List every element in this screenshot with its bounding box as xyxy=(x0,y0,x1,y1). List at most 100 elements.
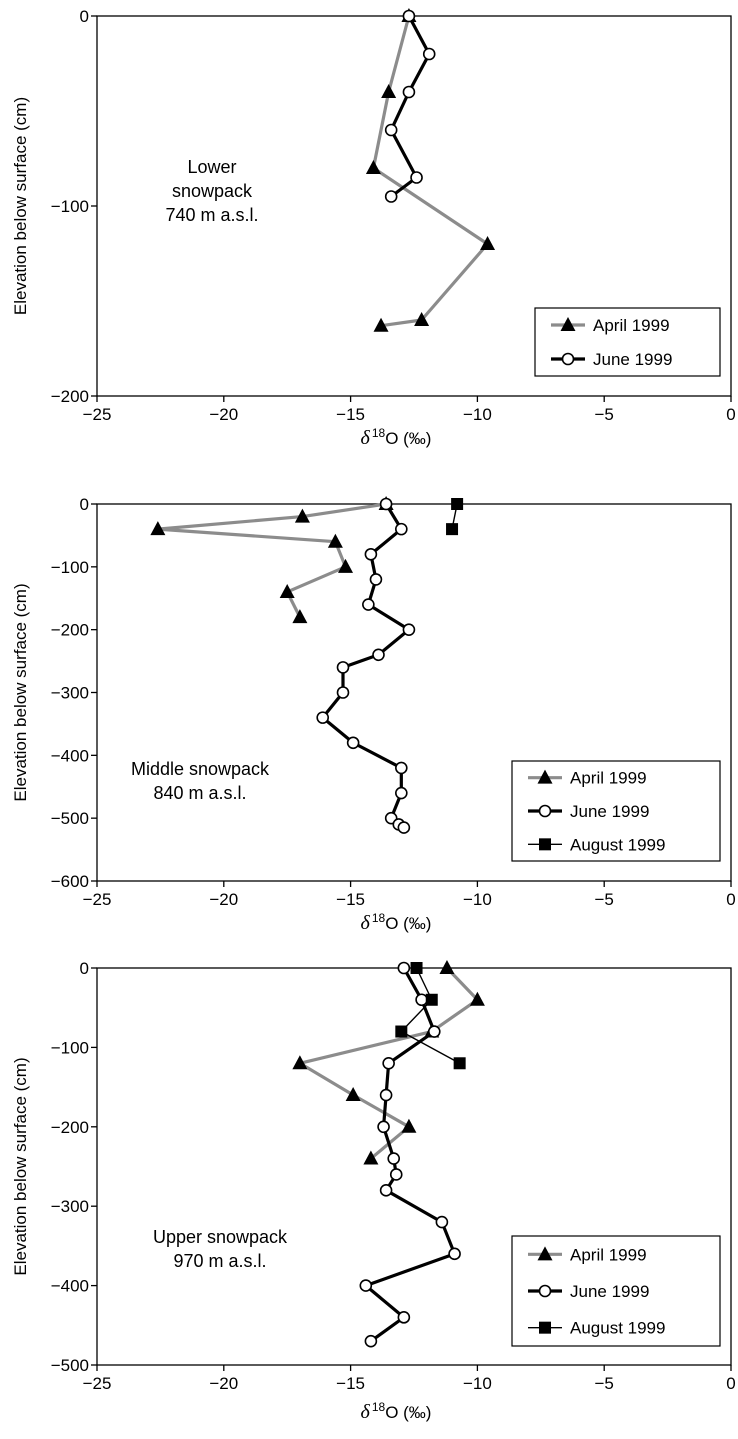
legend-entry: June 1999 xyxy=(593,350,672,369)
data-point-circle xyxy=(435,1215,449,1229)
y-tick-label: −400 xyxy=(51,1277,89,1296)
x-tick-label: −10 xyxy=(463,1374,492,1393)
y-tick-label: −100 xyxy=(51,558,89,577)
data-point-circle xyxy=(377,1120,390,1134)
x-tick-label: −5 xyxy=(595,1374,614,1393)
y-axis-label: Elevation below surface (cm) xyxy=(11,1057,30,1275)
data-point-circle xyxy=(427,1025,441,1038)
x-tick-label: −25 xyxy=(83,1374,112,1393)
series-april-1999 xyxy=(292,960,485,1165)
panel-annotation: Upper snowpack xyxy=(153,1227,288,1247)
series-line xyxy=(371,15,490,328)
legend-marker-square xyxy=(539,838,551,851)
legend-entry: April 1999 xyxy=(570,1245,647,1264)
legend-entry: June 1999 xyxy=(570,1282,649,1301)
y-tick-label: −100 xyxy=(51,1038,89,1057)
data-point-circle xyxy=(369,573,383,586)
data-point-circle xyxy=(384,190,398,203)
chart-panel-2: −25 −20 −15 −10 −5 00−100−200−300−400−500−600… xyxy=(11,495,736,934)
panel-annotation: 970 m a.s.l. xyxy=(173,1251,266,1271)
series-june-1999 xyxy=(316,497,416,834)
panel-annotation: 740 m a.s.l. xyxy=(165,205,258,225)
x-tick-label: −25 xyxy=(83,890,112,909)
y-tick-label: −300 xyxy=(51,684,89,703)
x-tick-label: −10 xyxy=(463,890,492,909)
data-point-square xyxy=(410,962,423,974)
x-tick-label: 0 xyxy=(726,890,735,909)
x-tick-label: −15 xyxy=(336,405,365,424)
legend-entry: August 1999 xyxy=(570,835,665,854)
series-april-1999 xyxy=(150,496,394,624)
data-point-triangle xyxy=(338,558,354,573)
legend-marker-triangle xyxy=(560,317,576,331)
data-point-triangle xyxy=(373,317,389,332)
legend-marker-circle xyxy=(538,1284,552,1298)
legend-marker-circle xyxy=(538,804,552,818)
data-point-triangle xyxy=(363,1150,379,1165)
panel-annotation: Lower xyxy=(187,157,236,177)
y-tick-label: −200 xyxy=(51,621,89,640)
y-axis-label: Elevation below surface (cm) xyxy=(11,583,30,801)
data-point-circle xyxy=(364,1334,378,1348)
data-point-circle xyxy=(364,547,378,561)
data-point-circle xyxy=(395,761,408,775)
panel-annotation: Middle snowpack xyxy=(131,759,270,779)
legend-marker-triangle xyxy=(537,1246,553,1261)
chart-panel-1: −25 −20 −15 −10 −5 0 0 −100 −200 δ 18O (‰) Elevatio… xyxy=(11,7,736,449)
legend-marker-circle xyxy=(561,352,575,366)
legend-entry: June 1999 xyxy=(570,802,649,821)
data-point-circle xyxy=(448,1247,461,1261)
legend: April 1999 June 1999 August 1999 xyxy=(511,760,721,862)
data-point-triangle xyxy=(469,991,485,1006)
data-point-triangle xyxy=(414,312,430,326)
panel-annotation: snowpack xyxy=(172,181,253,201)
legend-entry: April 1999 xyxy=(593,316,670,335)
y-tick-label: −300 xyxy=(51,1197,89,1216)
data-point-triangle xyxy=(294,508,310,523)
x-tick-label: −20 xyxy=(209,1374,238,1393)
data-point-circle xyxy=(362,598,375,611)
data-point-circle xyxy=(395,786,408,800)
data-point-triangle xyxy=(401,1118,417,1133)
legend: April 1999 June 1999 August 1999 xyxy=(511,1235,721,1347)
data-point-circle xyxy=(395,522,408,536)
data-point-circle xyxy=(410,171,423,184)
data-point-circle xyxy=(384,123,398,137)
data-point-square xyxy=(446,523,459,536)
data-point-triangle xyxy=(150,521,166,536)
series-august-1999 xyxy=(446,498,464,536)
y-tick-label: −200 xyxy=(51,1118,89,1137)
x-tick-label: −15 xyxy=(336,890,365,909)
data-point-square xyxy=(451,498,464,510)
x-tick-label: 0 xyxy=(726,405,735,424)
x-tick-label: −5 xyxy=(595,405,614,424)
data-point-circle xyxy=(336,661,350,674)
x-tick-label: −20 xyxy=(209,405,238,424)
series-line xyxy=(389,15,431,198)
x-axis-label: δ 18O (‰) xyxy=(361,911,432,934)
y-tick-label: −100 xyxy=(51,197,89,216)
data-point-triangle xyxy=(345,1087,361,1102)
data-point-circle xyxy=(415,993,428,1007)
data-point-circle xyxy=(402,623,416,636)
data-point-circle xyxy=(336,686,350,699)
data-point-circle xyxy=(379,497,393,511)
series-june-1999 xyxy=(384,9,436,203)
data-point-circle xyxy=(402,9,416,23)
x-tick-label: 0 xyxy=(726,1374,735,1393)
data-point-square xyxy=(395,1025,408,1038)
data-point-circle xyxy=(397,1311,411,1324)
panel-annotation: 840 m a.s.l. xyxy=(153,783,246,803)
data-point-circle xyxy=(382,1056,395,1070)
series-line xyxy=(321,503,411,829)
x-axis-label: δ 18O (‰) xyxy=(361,426,432,449)
y-tick-label: −200 xyxy=(51,387,89,406)
series-august-1999 xyxy=(395,962,466,1070)
data-point-square xyxy=(425,993,438,1006)
data-point-triangle xyxy=(480,236,496,250)
data-point-circle xyxy=(359,1279,373,1292)
y-tick-label: −500 xyxy=(51,1356,89,1375)
data-point-circle xyxy=(397,821,411,834)
